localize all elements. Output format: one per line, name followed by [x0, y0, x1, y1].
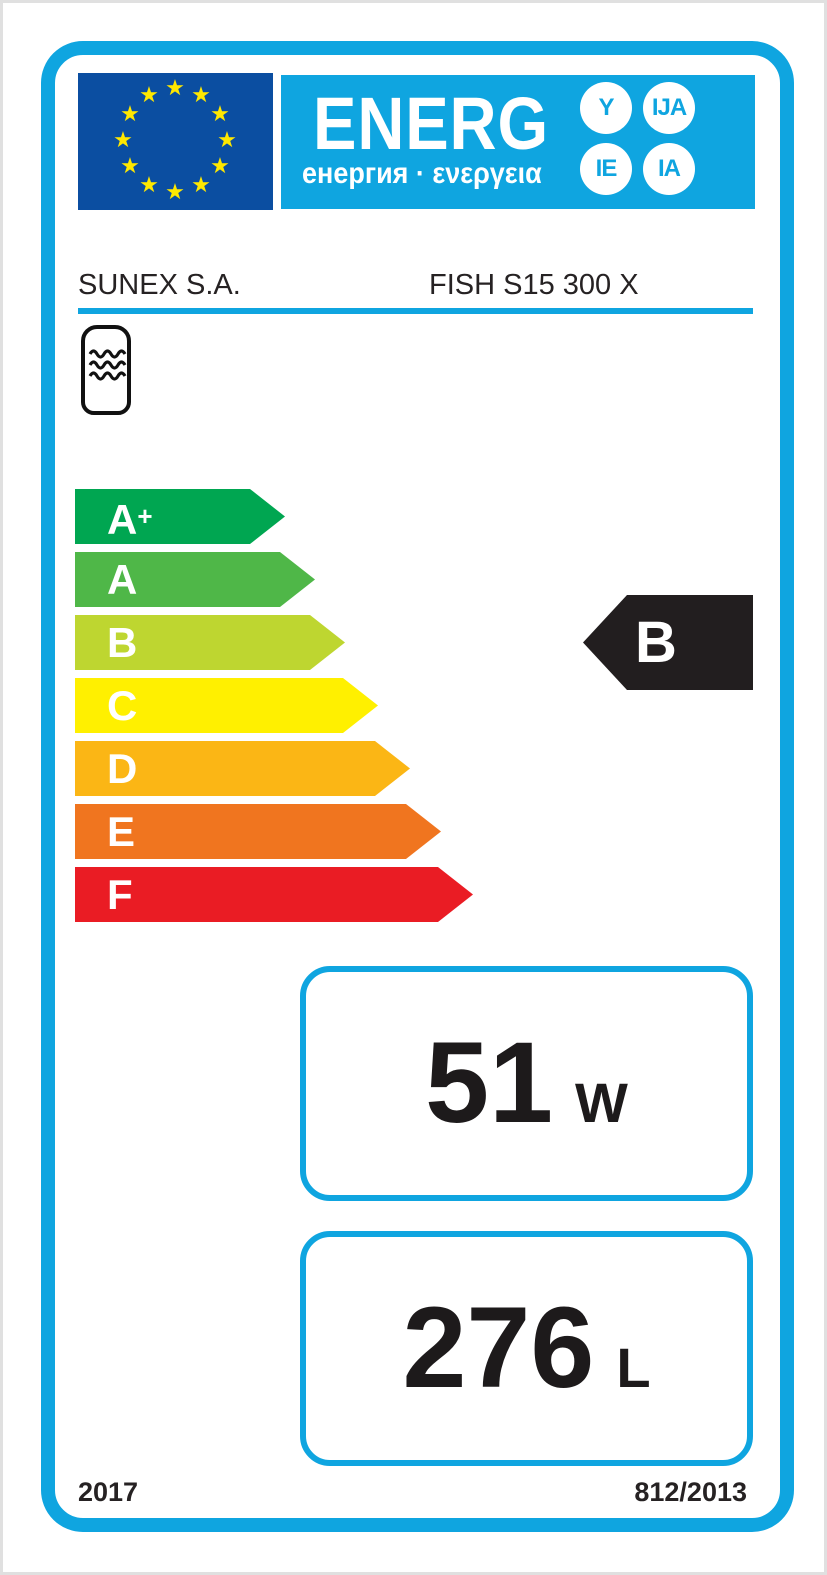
eu-star-icon: ★	[139, 82, 159, 108]
suffix-badge-ia: IA	[643, 143, 695, 195]
suffix-badge-ija: IJA	[643, 82, 695, 134]
header-divider	[78, 308, 753, 314]
standing-loss-value: 51	[425, 1019, 554, 1147]
eu-star-icon: ★	[191, 173, 211, 199]
eu-star-icon: ★	[120, 154, 140, 179]
energ-wordmark: ENERG	[313, 82, 549, 165]
water-tank-icon	[81, 325, 131, 415]
model-name: FISH S15 300 X	[429, 269, 639, 301]
standing-loss-unit: W	[575, 1071, 628, 1134]
class-letter: E	[107, 808, 136, 855]
storage-volume-unit: L	[616, 1336, 651, 1399]
energy-class-scale: A+ A B C D E F	[75, 489, 473, 930]
storage-volume-value: 276	[402, 1284, 595, 1412]
eu-star-icon: ★	[113, 128, 133, 153]
eu-star-icon: ★	[165, 180, 185, 205]
brand-name: SUNEX S.A.	[78, 269, 241, 301]
class-letter: F	[107, 871, 133, 918]
class-letter: C	[107, 682, 138, 729]
rating-letter: B	[635, 610, 677, 675]
water-waves-icon	[88, 349, 127, 381]
class-arrow-e: E	[75, 804, 441, 859]
footer-year: 2017	[78, 1477, 139, 1507]
class-letter: A	[107, 556, 138, 603]
eu-star-icon: ★	[210, 154, 230, 179]
language-suffixes: Y IJA IE IA	[580, 82, 695, 195]
class-letter: D	[107, 745, 138, 792]
eu-flag: ★ ★ ★ ★ ★ ★ ★ ★ ★ ★ ★ ★	[78, 73, 273, 210]
storage-volume-box: 276 L	[300, 1231, 753, 1466]
class-arrow-f: F	[75, 867, 473, 922]
class-arrow-a: A	[75, 552, 315, 607]
class-arrow-b: B	[75, 615, 345, 670]
eu-star-icon: ★	[191, 82, 211, 108]
eu-star-icon: ★	[210, 102, 230, 127]
class-arrow-a-plus: A+	[75, 489, 285, 544]
footer-regulation: 812/2013	[634, 1477, 747, 1507]
class-arrow-d: D	[75, 741, 410, 796]
suffix-badge-y: Y	[580, 82, 632, 134]
class-arrow-c: C	[75, 678, 378, 733]
class-letter: A+	[107, 496, 153, 543]
header-band: ENERG енергия · ενεργεια Y IJA IE IA	[281, 75, 755, 209]
standing-loss-box: 51 W	[300, 966, 753, 1201]
class-letter: B	[107, 619, 138, 666]
eu-star-icon: ★	[165, 76, 185, 101]
header-subtitle: енергия · ενεργεια	[302, 157, 542, 190]
eu-star-icon: ★	[139, 173, 159, 199]
suffix-badge-ie: IE	[580, 143, 632, 195]
eu-star-icon: ★	[120, 102, 140, 127]
eu-star-icon: ★	[217, 128, 237, 153]
